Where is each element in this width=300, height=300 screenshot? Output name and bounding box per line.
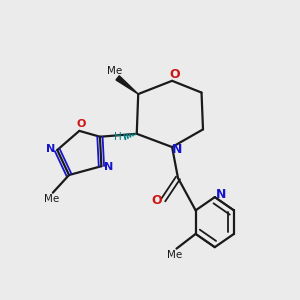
Text: O: O bbox=[152, 194, 162, 207]
Polygon shape bbox=[116, 76, 138, 94]
Text: O: O bbox=[76, 119, 86, 129]
Text: Me: Me bbox=[167, 250, 182, 260]
Text: Me: Me bbox=[44, 194, 59, 204]
Text: H: H bbox=[114, 132, 122, 142]
Text: N: N bbox=[104, 162, 113, 172]
Text: Me: Me bbox=[107, 66, 122, 76]
Text: N: N bbox=[172, 143, 183, 156]
Text: N: N bbox=[215, 188, 226, 201]
Text: N: N bbox=[46, 144, 55, 154]
Text: O: O bbox=[169, 68, 180, 81]
